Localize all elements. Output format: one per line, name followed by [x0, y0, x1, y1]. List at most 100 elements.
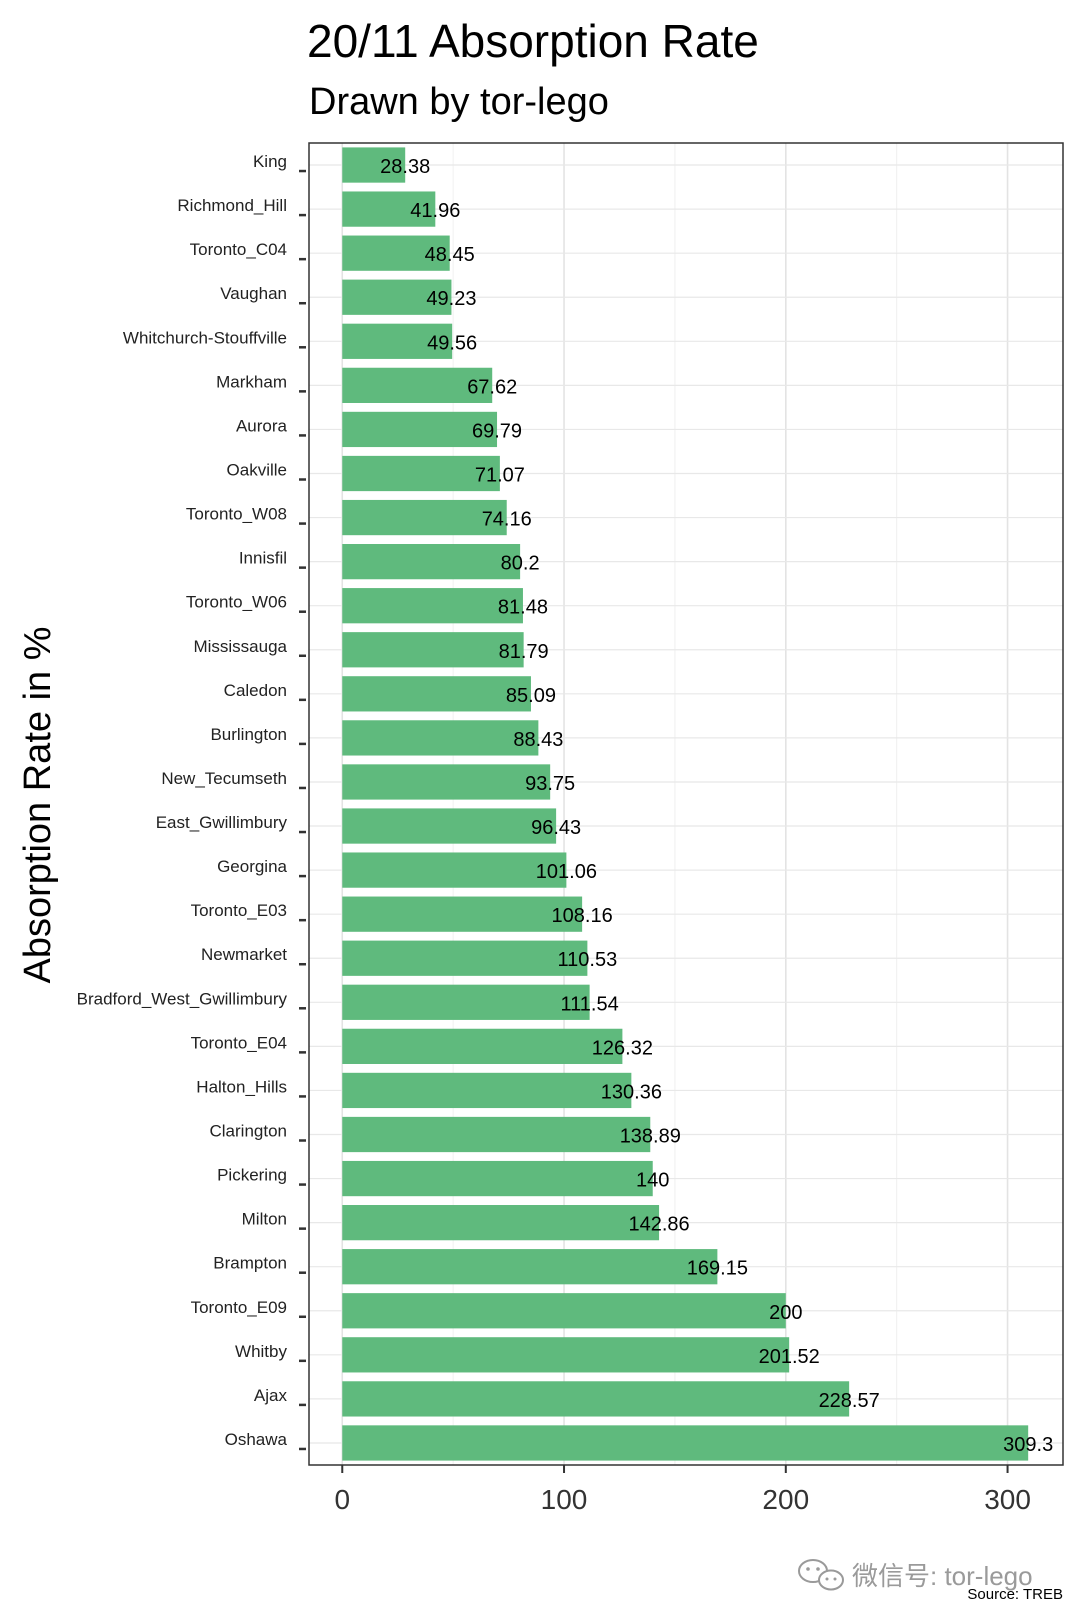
category-label: Clarington	[210, 1122, 288, 1141]
bar	[342, 984, 590, 1020]
bar	[342, 632, 524, 668]
value-label: 130.36	[601, 1081, 662, 1103]
chart-title: 20/11 Absorption Rate	[307, 15, 759, 67]
bar	[342, 1293, 786, 1329]
category-label: Bradford_West_Gwillimbury	[77, 989, 288, 1008]
bar	[342, 896, 583, 932]
bar	[342, 1249, 718, 1285]
bar	[342, 279, 452, 315]
value-label: 88.43	[513, 729, 563, 751]
x-tick-label: 100	[541, 1484, 588, 1515]
x-axis-ticks: 0 100 200 300	[334, 1465, 1031, 1515]
panel-border	[308, 142, 1064, 1466]
category-label: Caledon	[224, 681, 287, 700]
category-label: Toronto_E03	[191, 901, 287, 920]
caption: Source: TREB	[967, 1586, 1063, 1603]
bar	[342, 455, 500, 492]
value-label: 49.23	[426, 288, 476, 310]
wechat-icon	[798, 1559, 844, 1591]
bar	[342, 720, 539, 756]
value-label: 96.43	[531, 817, 581, 839]
value-label: 110.53	[558, 949, 618, 971]
value-label: 93.75	[525, 773, 575, 795]
value-label: 48.45	[425, 244, 475, 266]
category-label: Toronto_W08	[186, 505, 287, 524]
value-label: 49.56	[427, 332, 477, 354]
bar	[342, 191, 436, 227]
category-label: Vaughan	[220, 284, 287, 303]
category-label: Milton	[242, 1210, 287, 1229]
value-label: 138.89	[620, 1126, 681, 1148]
category-label: Burlington	[210, 725, 287, 744]
category-label: East_Gwillimbury	[156, 813, 288, 832]
category-label: Whitby	[235, 1342, 287, 1361]
category-label: Georgina	[217, 857, 287, 876]
value-label: 201.52	[759, 1346, 820, 1368]
bar	[342, 544, 521, 580]
category-label: Richmond_Hill	[177, 196, 287, 215]
value-label: 80.2	[501, 553, 540, 575]
bar	[342, 323, 453, 359]
value-label: 69.79	[472, 420, 522, 442]
category-label: Oshawa	[225, 1430, 288, 1449]
bar	[342, 1205, 660, 1241]
chart-subtitle: Drawn by tor-lego	[309, 81, 609, 123]
y-axis-label: Absorption Rate in %	[17, 627, 59, 984]
value-label: 28.38	[380, 156, 430, 178]
category-label: Toronto_C04	[190, 240, 287, 259]
bar	[342, 1337, 790, 1373]
category-label: Oakville	[227, 461, 287, 480]
category-label: Pickering	[217, 1166, 287, 1185]
value-label: 71.07	[475, 465, 525, 487]
bar	[342, 367, 493, 403]
value-label: 140	[636, 1170, 669, 1192]
category-label: Toronto_E04	[191, 1033, 287, 1052]
bar	[342, 676, 531, 712]
x-tick-label: 300	[984, 1484, 1031, 1515]
bar	[342, 1425, 1029, 1461]
value-label: 85.09	[506, 685, 556, 707]
value-label: 228.57	[819, 1390, 880, 1412]
value-label: 142.86	[628, 1214, 689, 1236]
x-tick-label: 200	[762, 1484, 809, 1515]
bar	[342, 1028, 623, 1064]
category-label: Ajax	[254, 1386, 288, 1405]
value-label: 126.32	[592, 1037, 653, 1059]
value-label: 101.06	[536, 861, 597, 883]
bar	[342, 940, 588, 976]
category-label: Toronto_E09	[191, 1298, 287, 1317]
value-label: 309.3	[1003, 1434, 1053, 1456]
category-label: Mississauga	[193, 637, 287, 656]
bar	[342, 808, 557, 844]
category-label: Whitchurch-Stouffville	[123, 328, 287, 347]
category-label: Newmarket	[201, 945, 287, 964]
category-label: Halton_Hills	[196, 1077, 287, 1096]
bar	[342, 588, 523, 624]
value-label: 108.16	[552, 905, 613, 927]
category-label: Aurora	[236, 416, 288, 435]
bar	[342, 1160, 653, 1197]
watermark-text: 微信号: tor-lego	[852, 1561, 1033, 1591]
category-label: Innisfil	[239, 549, 287, 568]
value-label: 169.15	[687, 1258, 748, 1280]
bar	[342, 1116, 651, 1153]
bar	[342, 499, 507, 536]
bar	[342, 1072, 632, 1109]
value-label: 67.62	[467, 376, 517, 398]
category-labels: King Richmond_Hill Toronto_C04 Vaughan Whitc…	[77, 152, 306, 1451]
value-label: 41.96	[410, 200, 460, 222]
value-label: 81.79	[499, 641, 549, 663]
value-label: 81.48	[498, 597, 548, 619]
bars	[342, 147, 1029, 1461]
watermark: 微信号: tor-lego	[798, 1559, 1033, 1591]
bar	[342, 764, 551, 800]
value-label: 200	[769, 1302, 802, 1324]
value-label: 111.54	[561, 993, 619, 1015]
category-label: Brampton	[213, 1254, 287, 1273]
category-label: King	[253, 152, 287, 171]
bar	[342, 235, 450, 271]
category-label: Markham	[216, 372, 287, 391]
category-label: Toronto_W06	[186, 593, 287, 612]
x-tick-label: 0	[334, 1484, 350, 1515]
value-labels: 28.38 41.96 48.45 49.23 49.56 67.62 69.79 71.07…	[380, 156, 1053, 1456]
